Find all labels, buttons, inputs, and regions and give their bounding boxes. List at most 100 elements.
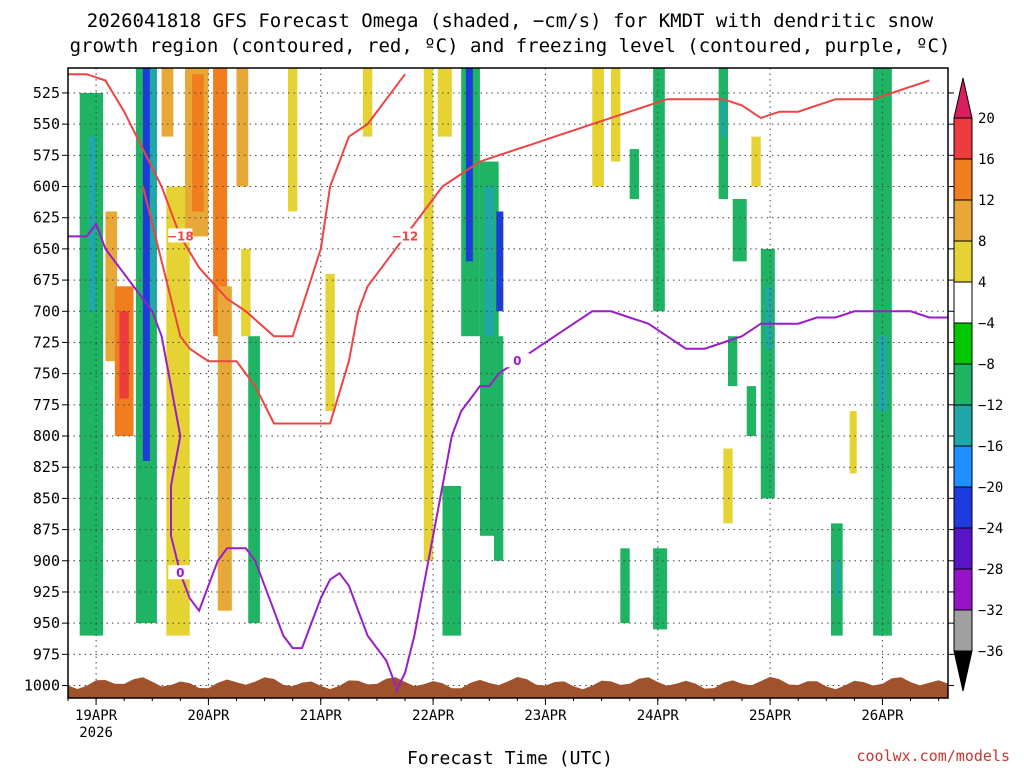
omega-cell-47: [620, 548, 630, 624]
omega-cell-12: [213, 68, 228, 337]
omega-cell-16: [248, 336, 260, 624]
colorbar-box-4: [953, 281, 973, 324]
freezing-label-bg-1: [505, 353, 530, 368]
colorbar-box-10: [953, 527, 973, 570]
y-tick-label-18: 975: [33, 645, 60, 663]
freezing-label-1: 0: [513, 354, 521, 368]
omega-cell-44: [849, 411, 857, 474]
omega-cell-18: [325, 273, 335, 412]
colorbar-label-5: −4: [978, 316, 995, 332]
snow-growth-label-bg-1: [393, 228, 418, 243]
x-tick-label-0: 19APR: [75, 708, 118, 724]
omega-cell-34: [720, 99, 726, 137]
y-tick-label-7: 700: [33, 302, 60, 320]
colorbar-label-1: 16: [978, 152, 995, 168]
freezing-label-bg-0: [168, 565, 193, 580]
colorbar-box-6: [953, 363, 973, 406]
colorbar-label-10: −24: [978, 521, 1003, 537]
omega-cell-4: [119, 311, 129, 399]
y-tick-label-8: 725: [33, 333, 60, 351]
credit-text: coolwx.com/models: [856, 747, 1010, 765]
omega-cell-28: [493, 336, 504, 561]
omega-cell-11: [192, 74, 204, 212]
y-tick-label-16: 925: [33, 583, 60, 601]
y-tick-label-2: 575: [33, 146, 60, 164]
omega-cell-32: [653, 548, 668, 630]
x-axis-label: Forecast Time (UTC): [407, 748, 613, 768]
snow-growth-label-1: −12: [392, 229, 419, 243]
y-tick-label-6: 675: [33, 271, 60, 289]
x-tick-label-3: 22APR: [412, 708, 455, 724]
colorbar-box-7: [953, 404, 973, 447]
y-tick-label-1: 550: [33, 115, 60, 133]
snow-growth-label-0: −18: [167, 229, 194, 243]
colorbar-box-12: [953, 609, 973, 652]
omega-cell-19: [362, 68, 373, 137]
y-tick-label-0: 525: [33, 84, 60, 102]
colorbar-box-8: [953, 445, 973, 488]
y-tick-label-11: 800: [33, 427, 60, 445]
colorbar-box-0: [953, 117, 973, 160]
snow-growth-contour-0: [68, 73, 406, 338]
y-tick-label-13: 850: [33, 489, 60, 507]
omega-cell-43: [835, 560, 841, 599]
omega-cell-6: [142, 68, 150, 461]
omega-cell-1: [89, 136, 97, 312]
omega-cell-35: [732, 198, 747, 262]
omega-cell-13: [217, 286, 232, 611]
terrain: [68, 676, 948, 698]
omega-cell-20: [423, 68, 434, 561]
y-axis-ticks: 525 550 575 600 625 650 675 700 725 750 775 800 825 8…: [24, 84, 954, 695]
colorbar-box-9: [953, 486, 973, 529]
x-tick-label-5: 24APR: [637, 708, 680, 724]
chart-title-line1: 2026041818 GFS Forecast Omega (shaded, −…: [87, 10, 934, 32]
omega-cell-27: [496, 211, 504, 312]
ground-layer: [68, 676, 948, 698]
omega-cell-37: [723, 448, 733, 524]
y-tick-label-4: 625: [33, 209, 60, 227]
omega-cell-48: [629, 149, 640, 199]
x-tick-label-1: 20APR: [187, 708, 230, 724]
omega-cell-21: [437, 68, 452, 137]
plot-frame: [67, 67, 949, 699]
omega-cell-2: [105, 211, 118, 362]
omega-cell-41: [746, 386, 757, 437]
y-tick-label-14: 875: [33, 521, 60, 539]
colorbar-box-1: [953, 158, 973, 201]
omega-cell-30: [610, 68, 621, 162]
freezing-label-0: 0: [176, 566, 184, 580]
omega-shading-layer: [79, 68, 892, 636]
colorbar-label-9: −20: [978, 480, 1003, 496]
colorbar-label-7: −12: [978, 398, 1003, 414]
omega-cell-26: [484, 186, 494, 337]
colorbar-box-2: [953, 199, 973, 242]
x-tick-label-2: 21APR: [300, 708, 343, 724]
colorbar-label-2: 12: [978, 193, 995, 209]
colorbar-box-3: [953, 240, 973, 283]
colorbar-label-6: −8: [978, 357, 995, 373]
colorbar-label-0: 20: [978, 111, 995, 127]
y-tick-label-17: 950: [33, 614, 60, 632]
contour-layer: −18 −12 0 0: [68, 73, 948, 693]
omega-cell-8: [161, 68, 174, 137]
omega-cell-40: [765, 286, 773, 349]
colorbar-bottom-arrow: [953, 650, 973, 692]
omega-cell-31: [653, 68, 665, 312]
colorbar-top-arrow: [953, 77, 973, 119]
colorbar-box-5: [953, 322, 973, 365]
freezing-contour-0: [68, 221, 397, 686]
y-tick-label-3: 600: [33, 178, 60, 196]
omega-cell-22: [442, 485, 462, 636]
y-tick-label-10: 775: [33, 396, 60, 414]
colorbar-label-4: 4: [978, 275, 986, 291]
chart-title-line2: growth region (contoured, red, ºC) and f…: [70, 35, 951, 57]
x-tick-sublabel-0: 2026: [79, 725, 113, 741]
omega-cell-36: [728, 336, 738, 387]
omega-cell-9: [166, 186, 190, 636]
x-tick-label-6: 25APR: [749, 708, 792, 724]
omega-cell-24: [465, 68, 473, 262]
y-tick-label-12: 825: [33, 458, 60, 476]
x-tick-label-7: 26APR: [861, 708, 904, 724]
